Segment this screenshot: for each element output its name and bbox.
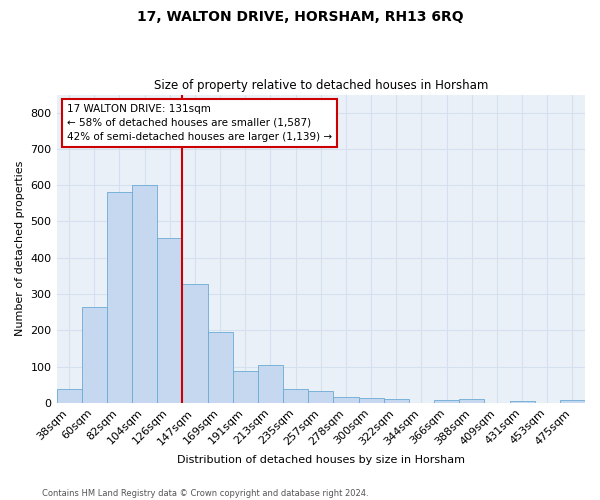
- Bar: [560, 400, 585, 403]
- Bar: [359, 398, 383, 403]
- Bar: [459, 399, 484, 403]
- Bar: [107, 192, 132, 403]
- Bar: [283, 389, 308, 403]
- Bar: [182, 284, 208, 403]
- Bar: [334, 398, 359, 403]
- Bar: [208, 332, 233, 403]
- Text: Contains HM Land Registry data © Crown copyright and database right 2024.: Contains HM Land Registry data © Crown c…: [42, 488, 368, 498]
- X-axis label: Distribution of detached houses by size in Horsham: Distribution of detached houses by size …: [177, 455, 465, 465]
- Bar: [82, 308, 107, 403]
- Bar: [56, 389, 82, 403]
- Title: Size of property relative to detached houses in Horsham: Size of property relative to detached ho…: [154, 79, 488, 92]
- Y-axis label: Number of detached properties: Number of detached properties: [15, 161, 25, 336]
- Bar: [383, 399, 409, 403]
- Bar: [258, 366, 283, 403]
- Bar: [509, 401, 535, 403]
- Bar: [308, 391, 334, 403]
- Bar: [233, 370, 258, 403]
- Text: 17 WALTON DRIVE: 131sqm
← 58% of detached houses are smaller (1,587)
42% of semi: 17 WALTON DRIVE: 131sqm ← 58% of detache…: [67, 104, 332, 142]
- Text: 17, WALTON DRIVE, HORSHAM, RH13 6RQ: 17, WALTON DRIVE, HORSHAM, RH13 6RQ: [137, 10, 463, 24]
- Bar: [132, 185, 157, 403]
- Bar: [157, 238, 182, 403]
- Bar: [434, 400, 459, 403]
